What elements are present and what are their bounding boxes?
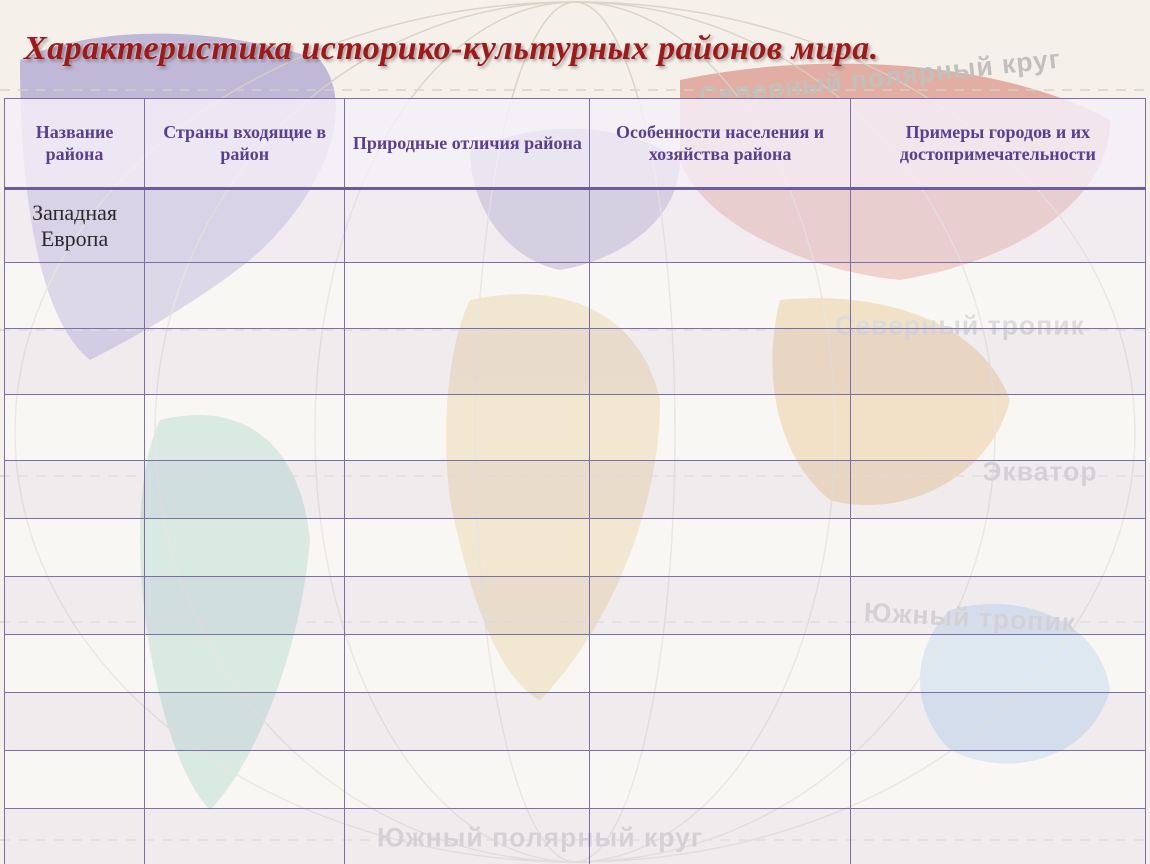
table-cell [145, 751, 345, 809]
table-row [5, 577, 1146, 635]
table-row [5, 693, 1146, 751]
table-cell [590, 809, 850, 864]
table-cell [5, 751, 145, 809]
table-cell [850, 395, 1145, 461]
page-title: Характеристика историко-культурных район… [24, 30, 879, 68]
table-cell [590, 395, 850, 461]
regions-table: Название района Страны входящие в район … [4, 98, 1146, 864]
table-cell [5, 635, 145, 693]
table-cell [850, 189, 1145, 263]
table-cell [345, 395, 590, 461]
table-row [5, 809, 1146, 864]
col-header-nature: Природные отличия района [345, 99, 590, 189]
table-cell [590, 751, 850, 809]
table-row [5, 519, 1146, 577]
table-cell [145, 693, 345, 751]
table-cell [850, 329, 1145, 395]
table-cell [145, 635, 345, 693]
table-cell: Западная Европа [5, 189, 145, 263]
table-cell [590, 635, 850, 693]
table-cell [590, 329, 850, 395]
table-cell [145, 809, 345, 864]
table-cell [590, 263, 850, 329]
table-cell [5, 693, 145, 751]
table-cell [345, 263, 590, 329]
table-cell [5, 461, 145, 519]
table-cell [345, 693, 590, 751]
table-row [5, 635, 1146, 693]
table-cell [345, 635, 590, 693]
table-cell [5, 519, 145, 577]
table-cell [145, 395, 345, 461]
table-cell [590, 189, 850, 263]
table-row [5, 751, 1146, 809]
table-cell [590, 461, 850, 519]
table-cell [850, 693, 1145, 751]
table-row [5, 263, 1146, 329]
table-cell [145, 519, 345, 577]
table-cell [850, 751, 1145, 809]
table-cell [850, 263, 1145, 329]
table-cell [345, 519, 590, 577]
table-cell [590, 577, 850, 635]
table-cell [345, 329, 590, 395]
col-header-name: Название района [5, 99, 145, 189]
table-cell [5, 329, 145, 395]
table-cell [145, 263, 345, 329]
table-cell [590, 519, 850, 577]
table-body: Западная Европа [5, 189, 1146, 864]
table-header: Название района Страны входящие в район … [5, 99, 1146, 189]
table-row [5, 461, 1146, 519]
table-cell [345, 751, 590, 809]
table-cell [5, 395, 145, 461]
table-cell [345, 189, 590, 263]
col-header-cities: Примеры городов и их достопримечательнос… [850, 99, 1145, 189]
col-header-countries: Страны входящие в район [145, 99, 345, 189]
table-cell [850, 635, 1145, 693]
table-cell [145, 189, 345, 263]
table-cell [590, 693, 850, 751]
table-cell [850, 461, 1145, 519]
table-cell [850, 577, 1145, 635]
col-header-population: Особенности населения и хозяйства района [590, 99, 850, 189]
table-cell [850, 809, 1145, 864]
table-cell [345, 577, 590, 635]
table-cell [5, 263, 145, 329]
table-row [5, 329, 1146, 395]
table-cell [345, 461, 590, 519]
title-bar: Характеристика историко-культурных район… [0, 0, 1150, 98]
table-cell [5, 809, 145, 864]
table-container: Название района Страны входящие в район … [0, 98, 1150, 864]
table-row: Западная Европа [5, 189, 1146, 263]
table-cell [145, 577, 345, 635]
table-cell [850, 519, 1145, 577]
table-cell [145, 329, 345, 395]
table-cell [145, 461, 345, 519]
table-cell [5, 577, 145, 635]
table-cell [345, 809, 590, 864]
table-row [5, 395, 1146, 461]
